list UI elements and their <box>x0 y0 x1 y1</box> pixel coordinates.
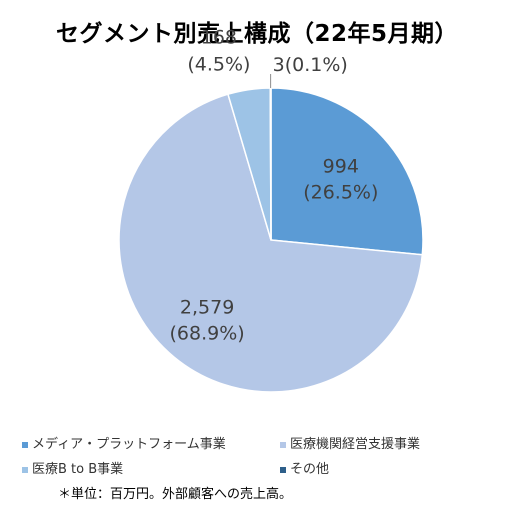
legend-item-media-platform: メディア・プラットフォーム事業 <box>22 433 226 452</box>
legend-label: その他 <box>290 462 330 477</box>
legend-swatch <box>280 441 286 448</box>
legend-label: 医療機関経営支援事業 <box>290 437 421 452</box>
footnote: ＊単位：百万円。外部顧客への売上高。 <box>58 487 293 502</box>
chart-title: セグメント別売上構成（22年5月期） <box>55 21 458 47</box>
slice-medical-management <box>118 93 424 393</box>
data-label-percent: (4.5%) <box>187 54 250 76</box>
pie-chart: 994 (26.5%) 2,579 (68.9%) 168 (4.5%) 3(0.1%) <box>118 27 424 393</box>
data-label-value: 994 <box>323 156 359 178</box>
legend-swatch <box>22 441 28 448</box>
slice-media-platform <box>270 87 424 256</box>
data-label-value: 3(0.1%) <box>273 54 348 76</box>
legend-item-medical-btob: 医療B to B事業 <box>22 458 123 477</box>
data-label-value: 2,579 <box>180 296 234 318</box>
slice-other <box>269 87 272 241</box>
legend-label: メディア・プラットフォーム事業 <box>32 437 226 452</box>
legend-swatch <box>280 466 286 473</box>
legend-item-other: その他 <box>280 458 329 477</box>
data-label-value: 168 <box>201 27 237 49</box>
legend-label: 医療B to B事業 <box>32 462 124 477</box>
legend-item-medical-management: 医療機関経営支援事業 <box>280 433 420 452</box>
data-label-percent: (68.9%) <box>170 322 245 344</box>
data-label-percent: (26.5%) <box>303 182 378 204</box>
legend-swatch <box>22 466 28 473</box>
